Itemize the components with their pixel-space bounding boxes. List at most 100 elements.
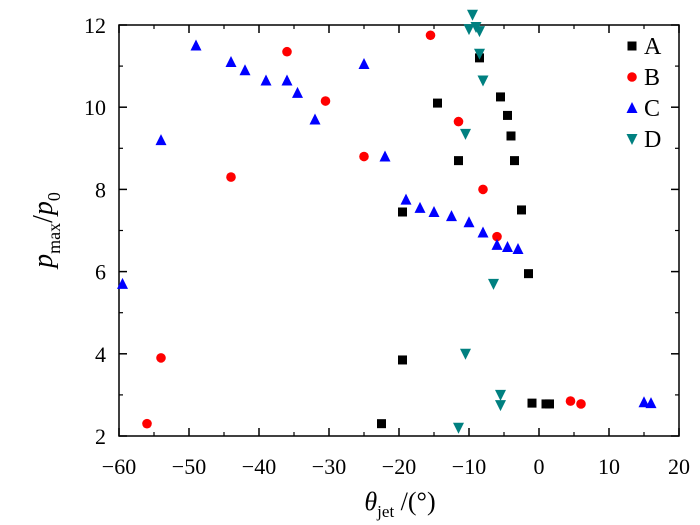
legend-marker-A: [627, 41, 637, 51]
axis-ticks: [118, 24, 680, 437]
data-point-C: [502, 240, 513, 252]
x-tick-label: 0: [534, 454, 545, 479]
x-tick-label: 10: [598, 454, 620, 479]
data-point-D: [495, 389, 506, 401]
data-point-C: [190, 39, 202, 51]
data-point-A: [398, 355, 407, 365]
data-point-B: [320, 96, 331, 106]
legend-label-B: B: [644, 65, 660, 91]
y-axis-slash: /: [28, 215, 59, 223]
x-tick-label: 20: [668, 454, 690, 479]
legend-marker-C: [626, 102, 638, 113]
y-tick-label: 6: [95, 260, 106, 285]
data-point-A: [510, 156, 519, 166]
data-point-A: [377, 419, 386, 429]
data-point-B: [156, 353, 166, 363]
y-tick-labels: 2 4 6 8 10 12: [84, 13, 106, 449]
data-point-C: [645, 397, 657, 409]
data-point-C: [638, 396, 650, 408]
y-axis-numerator: p: [28, 254, 59, 270]
data-point-C: [358, 58, 370, 70]
y-axis-denominator-sub: 0: [44, 192, 64, 201]
x-tick-label: −40: [242, 454, 276, 479]
y-tick-label: 10: [84, 95, 106, 120]
data-point-C: [225, 55, 237, 67]
data-point-D: [460, 128, 471, 140]
x-axis-unit: /(°): [394, 487, 435, 516]
plot-frame: [118, 24, 680, 437]
data-point-B: [565, 396, 576, 406]
data-markers: [117, 9, 657, 434]
data-point-D: [463, 24, 475, 36]
data-point-C: [400, 193, 412, 205]
data-point-C: [477, 226, 489, 238]
y-axis-title: pmax/p0: [28, 192, 64, 270]
data-point-C: [260, 74, 272, 86]
x-tick-label: −20: [382, 454, 416, 479]
y-axis-numerator-sub: max: [44, 223, 64, 254]
data-point-D: [488, 278, 499, 290]
data-point-B: [359, 151, 369, 162]
data-point-C: [155, 134, 167, 146]
x-tick-label: −50: [172, 454, 206, 479]
legend-marker-D: [626, 134, 638, 145]
x-tick-labels: −60 −50 −40 −30 −20 −10 0 10 20: [102, 454, 690, 479]
data-point-A: [517, 205, 526, 215]
data-point-A: [496, 92, 505, 102]
data-point-C: [463, 216, 475, 228]
legend-marker-B: [627, 72, 637, 82]
data-point-A: [506, 131, 516, 141]
series-D: [453, 9, 506, 434]
data-point-C: [379, 150, 391, 162]
legend-label-D: D: [644, 127, 661, 153]
data-point-B: [282, 46, 292, 57]
y-tick-label: 2: [95, 424, 106, 449]
data-point-A: [433, 98, 442, 108]
data-point-C: [512, 242, 524, 254]
legend-label-A: A: [644, 34, 662, 60]
data-point-A: [454, 156, 463, 166]
data-point-B: [492, 231, 502, 242]
series-C: [117, 39, 657, 409]
data-point-D: [460, 348, 471, 360]
x-axis-title: θjet /(°): [364, 487, 435, 521]
data-point-A: [524, 269, 533, 279]
y-tick-label: 8: [95, 177, 106, 202]
data-point-D: [495, 400, 506, 412]
data-point-C: [309, 113, 321, 125]
data-point-D: [474, 26, 485, 38]
data-point-B: [478, 184, 488, 195]
data-point-D: [474, 48, 485, 60]
data-point-D: [467, 9, 478, 21]
data-point-A: [545, 399, 554, 409]
series-B: [142, 30, 586, 429]
data-point-D: [453, 422, 464, 434]
x-tick-label: −60: [102, 454, 136, 479]
data-point-D: [477, 75, 489, 87]
data-point-A: [527, 398, 537, 408]
data-point-C: [414, 201, 426, 213]
data-point-C: [281, 74, 293, 86]
legend-label-C: C: [644, 96, 660, 122]
y-tick-label: 12: [84, 13, 106, 38]
data-point-C: [428, 206, 440, 218]
data-point-B: [226, 172, 236, 182]
x-axis-subscript: jet: [376, 502, 394, 521]
x-tick-label: −30: [312, 454, 346, 479]
series-A: [377, 53, 554, 429]
y-axis-denominator: p: [28, 201, 59, 217]
y-tick-label: 4: [95, 342, 106, 367]
data-point-C: [117, 277, 128, 289]
x-axis-symbol: θ: [364, 487, 377, 516]
data-point-B: [142, 418, 152, 429]
data-point-A: [398, 207, 407, 217]
data-point-C: [292, 86, 303, 98]
x-tick-label: −10: [452, 454, 486, 479]
data-point-B: [425, 30, 436, 41]
data-point-B: [453, 116, 464, 127]
data-point-C: [491, 238, 503, 250]
data-point-B: [576, 399, 586, 409]
data-point-C: [446, 210, 457, 222]
